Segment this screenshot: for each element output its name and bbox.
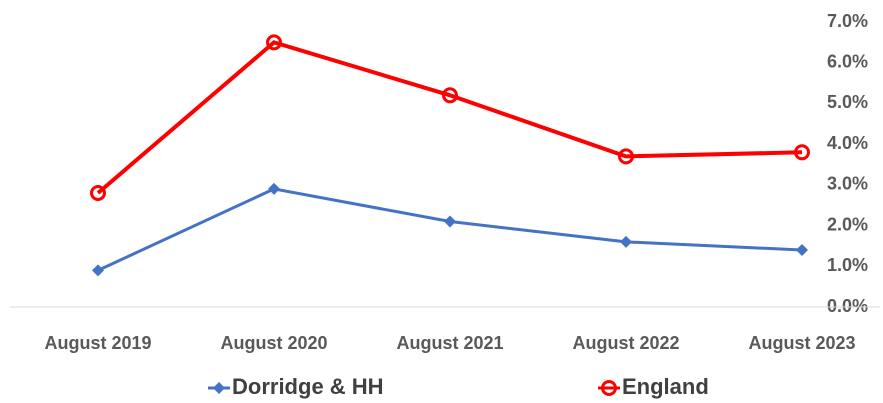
- legend-marker: [213, 382, 225, 394]
- series-line: [97, 187, 803, 272]
- y-tick-label: 0.0%: [827, 296, 868, 316]
- x-tick-label: August 2021: [396, 333, 503, 353]
- y-tick-label: 3.0%: [827, 174, 868, 194]
- data-point: [794, 144, 810, 161]
- series-line: [96, 40, 803, 195]
- x-tick-label: August 2020: [220, 333, 327, 353]
- legend-label: England: [622, 374, 709, 399]
- data-point: [618, 148, 634, 165]
- data-point: [796, 244, 808, 256]
- x-tick-label: August 2023: [748, 333, 855, 353]
- data-point: [90, 185, 106, 201]
- legend-marker: [601, 380, 617, 396]
- y-tick-label: 7.0%: [827, 11, 868, 31]
- y-tick-label: 1.0%: [827, 255, 868, 275]
- legend-label: Dorridge & HH: [232, 374, 384, 399]
- data-point: [620, 235, 632, 248]
- y-tick-label: 6.0%: [827, 51, 868, 71]
- y-tick-label: 4.0%: [827, 133, 868, 153]
- y-tick-label: 5.0%: [827, 92, 868, 112]
- data-point: [92, 264, 104, 277]
- data-point: [442, 87, 458, 104]
- data-point: [268, 182, 280, 195]
- x-tick-label: August 2019: [44, 333, 151, 353]
- y-tick-label: 2.0%: [827, 214, 868, 234]
- x-tick-label: August 2022: [572, 333, 679, 353]
- data-point: [266, 34, 282, 51]
- data-point: [444, 215, 456, 228]
